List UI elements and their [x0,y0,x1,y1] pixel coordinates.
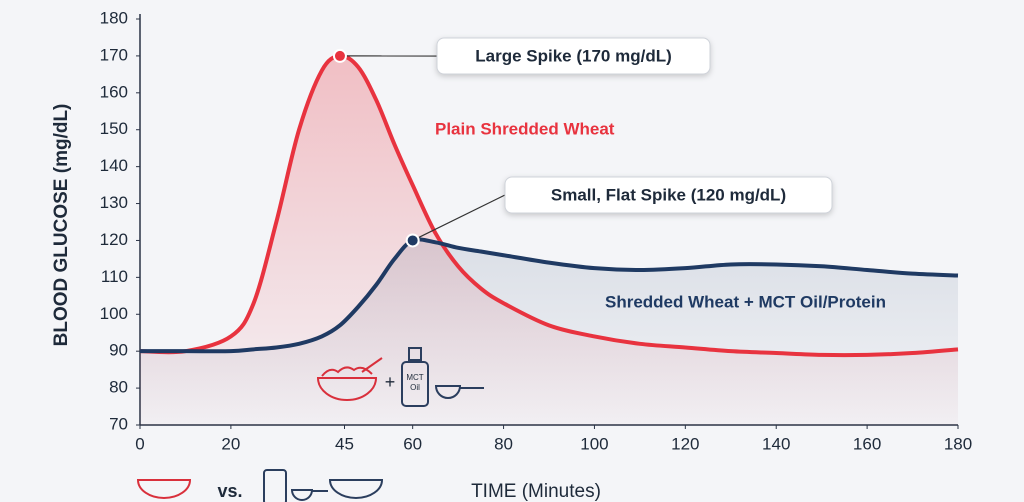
x-tick-label: 20 [221,434,240,453]
bowl-icon [136,479,192,499]
annotation-box [504,176,833,214]
annotation-text: Large Spike (170 mg/dL) [475,46,672,65]
y-tick-label: 180 [100,8,128,27]
y-tick-label: 90 [109,341,128,360]
series-label: Plain Shredded Wheat [435,119,615,138]
bottle-cap [408,347,422,361]
bowl-icon [316,377,378,401]
y-tick-label: 140 [100,156,128,175]
y-tick-label: 170 [100,45,128,64]
x-axis-label: TIME (Minutes) [471,481,601,502]
plus-sign: + [385,372,396,392]
x-tick-label: 0 [135,434,144,453]
plot: 70 80 90 100 110 120 130 140 150 160 170 180 0 20 45 60… [100,8,973,453]
annotation-connector [412,194,506,241]
x-tick-label: 160 [853,434,881,453]
food-icons: + MCT Oil [316,347,484,407]
spoon-icon [361,357,383,373]
bottom-icons: vs. [136,469,384,502]
x-tick-label: 60 [403,434,422,453]
peak-marker [332,48,347,63]
cereal-icon [321,366,373,377]
y-tick-label: 130 [100,193,128,212]
scoop-icon [290,489,328,501]
y-tick-label: 110 [101,267,128,286]
bottle-text: MCT [406,373,423,382]
x-tick-label: 180 [944,434,972,453]
x-tick-label: 80 [494,434,513,453]
scoop-icon [434,385,484,399]
peak-marker [405,233,420,248]
y-tick-label: 160 [100,82,128,101]
bottle-text: Oil [410,383,420,392]
x-tick-label: 100 [580,434,608,453]
series-line [140,237,959,354]
y-tick-label: 100 [100,304,128,323]
x-tick-label: 140 [762,434,790,453]
x-tick-label: 120 [671,434,699,453]
y-tick-label: 150 [100,119,128,138]
x-tick-label: 45 [335,434,354,453]
vs-text: vs. [217,481,242,501]
y-tick-label: 80 [109,378,128,397]
y-axis-label: BLOOD GLUCOSE (mg/dL) [51,104,72,347]
bottle-icon [263,469,287,502]
annotation-box [436,37,711,75]
annotation-text: Small, Flat Spike (120 mg/dL) [551,185,786,204]
bottle-icon [401,361,429,407]
y-tick-label: 70 [109,414,128,433]
bowl-icon [328,479,384,499]
y-tick-label: 120 [100,230,128,249]
series-label: Shredded Wheat + MCT Oil/Protein [605,292,886,311]
